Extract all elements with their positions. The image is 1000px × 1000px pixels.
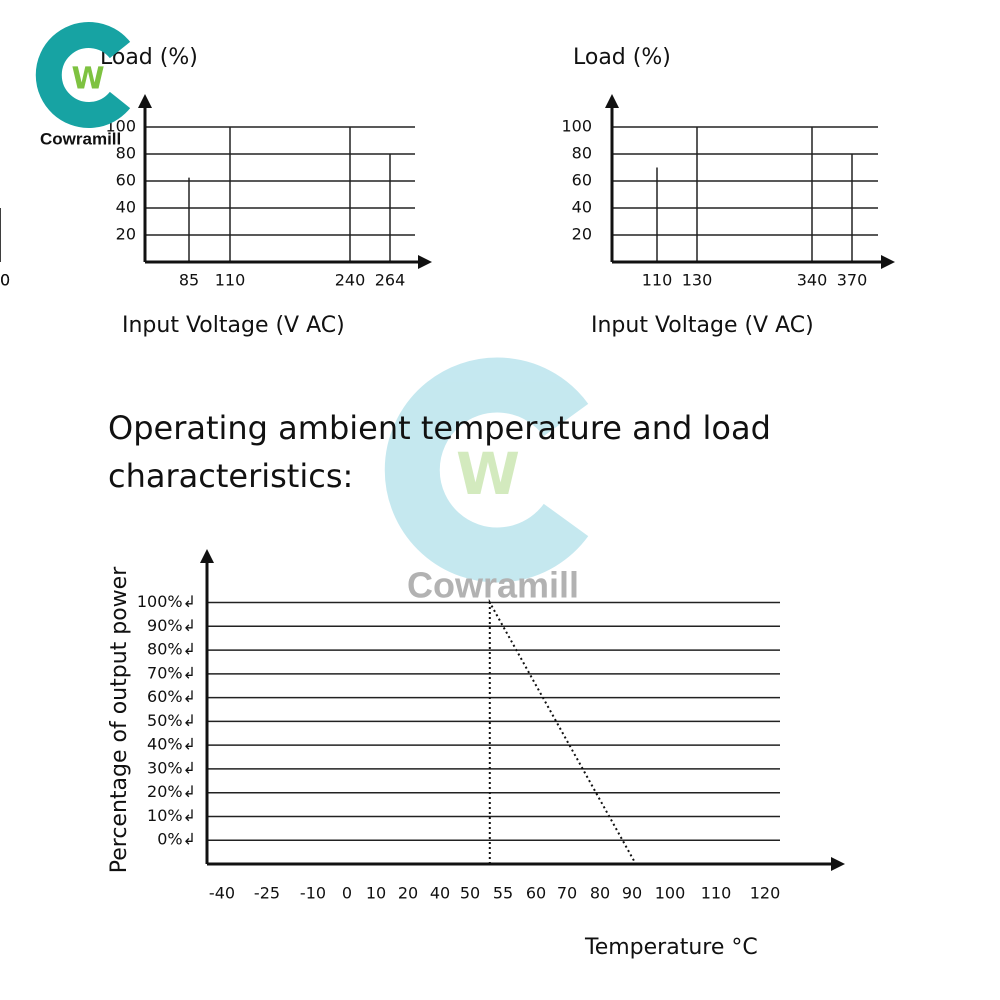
- x-tick-label: 55: [493, 884, 513, 903]
- y-tick-label: 100: [561, 117, 592, 136]
- x-tick-label: 120: [750, 884, 781, 903]
- x-tick-label: 110: [215, 271, 246, 290]
- y-tick-label: 0%↲: [157, 830, 196, 849]
- x-tick-label: 240: [335, 271, 366, 290]
- y-tick-label: 40%↲: [147, 735, 196, 754]
- y-axis-title: Percentage of output power: [107, 566, 132, 873]
- watermark-mark: W: [456, 440, 520, 508]
- y-tick-label: 60: [572, 171, 592, 190]
- watermark-brand: Cowramill: [407, 565, 579, 606]
- logo-ring: [35, 22, 131, 128]
- y-tick-label: 30%↲: [147, 758, 196, 777]
- x-tick-label: -40: [209, 884, 235, 903]
- x-tick-label: 90: [0, 271, 10, 290]
- chart: 100%↲90%↲80%↲70%↲60%↲50%↲40%↲30%↲20%↲10%…: [107, 549, 845, 960]
- x-tick-label: 90: [622, 884, 642, 903]
- x-tick-label: 100: [655, 884, 686, 903]
- y-tick-label: 10%↲: [147, 806, 196, 825]
- x-tick-label: -25: [254, 884, 280, 903]
- x-tick-label: 70: [0, 271, 10, 290]
- y-tick-label: 20: [572, 225, 592, 244]
- y-axis-arrow: [138, 94, 152, 108]
- y-tick-label: 40: [116, 198, 136, 217]
- watermark: W Cowramill: [384, 357, 589, 606]
- x-axis-arrow: [881, 255, 895, 269]
- y-tick-label: 50%↲: [147, 711, 196, 730]
- x-axis-arrow: [831, 857, 845, 871]
- y-tick-label: 90%↲: [147, 616, 196, 635]
- section-heading: Operating ambient temperature and load c…: [108, 409, 771, 495]
- x-tick-label: -10: [300, 884, 326, 903]
- x-tick-label: 10: [366, 884, 386, 903]
- watermark-ring: [384, 357, 589, 583]
- chart: 100 80 60 40 20 90 110 130 340 370 Load (%) Input V…: [0, 45, 895, 338]
- x-axis-title: Input Voltage (V AC): [122, 313, 345, 338]
- y-tick-label: 20: [116, 225, 136, 244]
- y-tick-label: 20%↲: [147, 782, 196, 801]
- x-tick-label: 340: [797, 271, 828, 290]
- y-tick-label: 100%↲: [137, 592, 196, 611]
- chart: 100806040207085110240264Load (%)Input Vo…: [0, 45, 432, 338]
- y-tick-label: 80%↲: [147, 640, 196, 659]
- x-tick-label: 370: [837, 271, 868, 290]
- data-line: [488, 598, 637, 865]
- x-tick-label: 40: [430, 884, 450, 903]
- x-tick-label: 130: [682, 271, 713, 290]
- logo-brand: Cowramill: [40, 129, 121, 148]
- y-tick-label: 60: [116, 171, 136, 190]
- x-tick-label: 110: [701, 884, 732, 903]
- logo-mark: W: [71, 62, 104, 97]
- x-tick-label: 110: [642, 271, 673, 290]
- logo: W Cowramill: [35, 22, 131, 148]
- y-axis-arrow: [200, 549, 214, 563]
- x-tick-label: 50: [460, 884, 480, 903]
- y-tick-label: 80: [116, 144, 136, 163]
- x-axis-title: Input Voltage (V AC): [591, 313, 814, 338]
- y-tick-label: 40: [572, 198, 592, 217]
- x-tick-label: 264: [375, 271, 406, 290]
- x-axis-title: Temperature °C: [584, 935, 758, 960]
- x-tick-label: 85: [179, 271, 199, 290]
- y-tick-label: 80: [572, 144, 592, 163]
- y-tick-label: 60%↲: [147, 687, 196, 706]
- y-axis-arrow: [605, 94, 619, 108]
- x-tick-label: 60: [526, 884, 546, 903]
- x-tick-label: 80: [590, 884, 610, 903]
- x-tick-label: 20: [398, 884, 418, 903]
- x-axis-arrow: [418, 255, 432, 269]
- y-axis-title: Load (%): [573, 45, 671, 70]
- x-tick-label: 70: [557, 884, 577, 903]
- x-tick-label: 0: [342, 884, 352, 903]
- y-tick-label: 70%↲: [147, 663, 196, 682]
